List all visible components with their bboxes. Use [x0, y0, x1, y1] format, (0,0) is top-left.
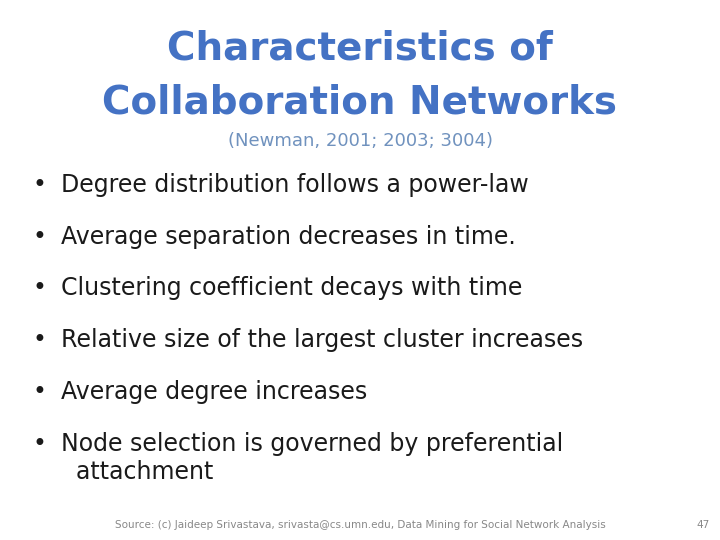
Text: Source: (c) Jaideep Srivastava, srivasta@cs.umn.edu, Data Mining for Social Netw: Source: (c) Jaideep Srivastava, srivasta… — [114, 520, 606, 530]
Text: •: • — [32, 328, 47, 352]
Text: Collaboration Networks: Collaboration Networks — [102, 84, 618, 122]
Text: Degree distribution follows a power-law: Degree distribution follows a power-law — [61, 173, 529, 197]
Text: •: • — [32, 380, 47, 404]
Text: Relative size of the largest cluster increases: Relative size of the largest cluster inc… — [61, 328, 583, 352]
Text: •: • — [32, 225, 47, 248]
Text: 47: 47 — [696, 520, 709, 530]
Text: •: • — [32, 173, 47, 197]
Text: Clustering coefficient decays with time: Clustering coefficient decays with time — [61, 276, 523, 300]
Text: Average separation decreases in time.: Average separation decreases in time. — [61, 225, 516, 248]
Text: •: • — [32, 276, 47, 300]
Text: Average degree increases: Average degree increases — [61, 380, 367, 404]
Text: •: • — [32, 432, 47, 456]
Text: (Newman, 2001; 2003; 3004): (Newman, 2001; 2003; 3004) — [228, 132, 492, 150]
Text: Node selection is governed by preferential
  attachment: Node selection is governed by preferenti… — [61, 432, 564, 484]
Text: Characteristics of: Characteristics of — [167, 30, 553, 68]
